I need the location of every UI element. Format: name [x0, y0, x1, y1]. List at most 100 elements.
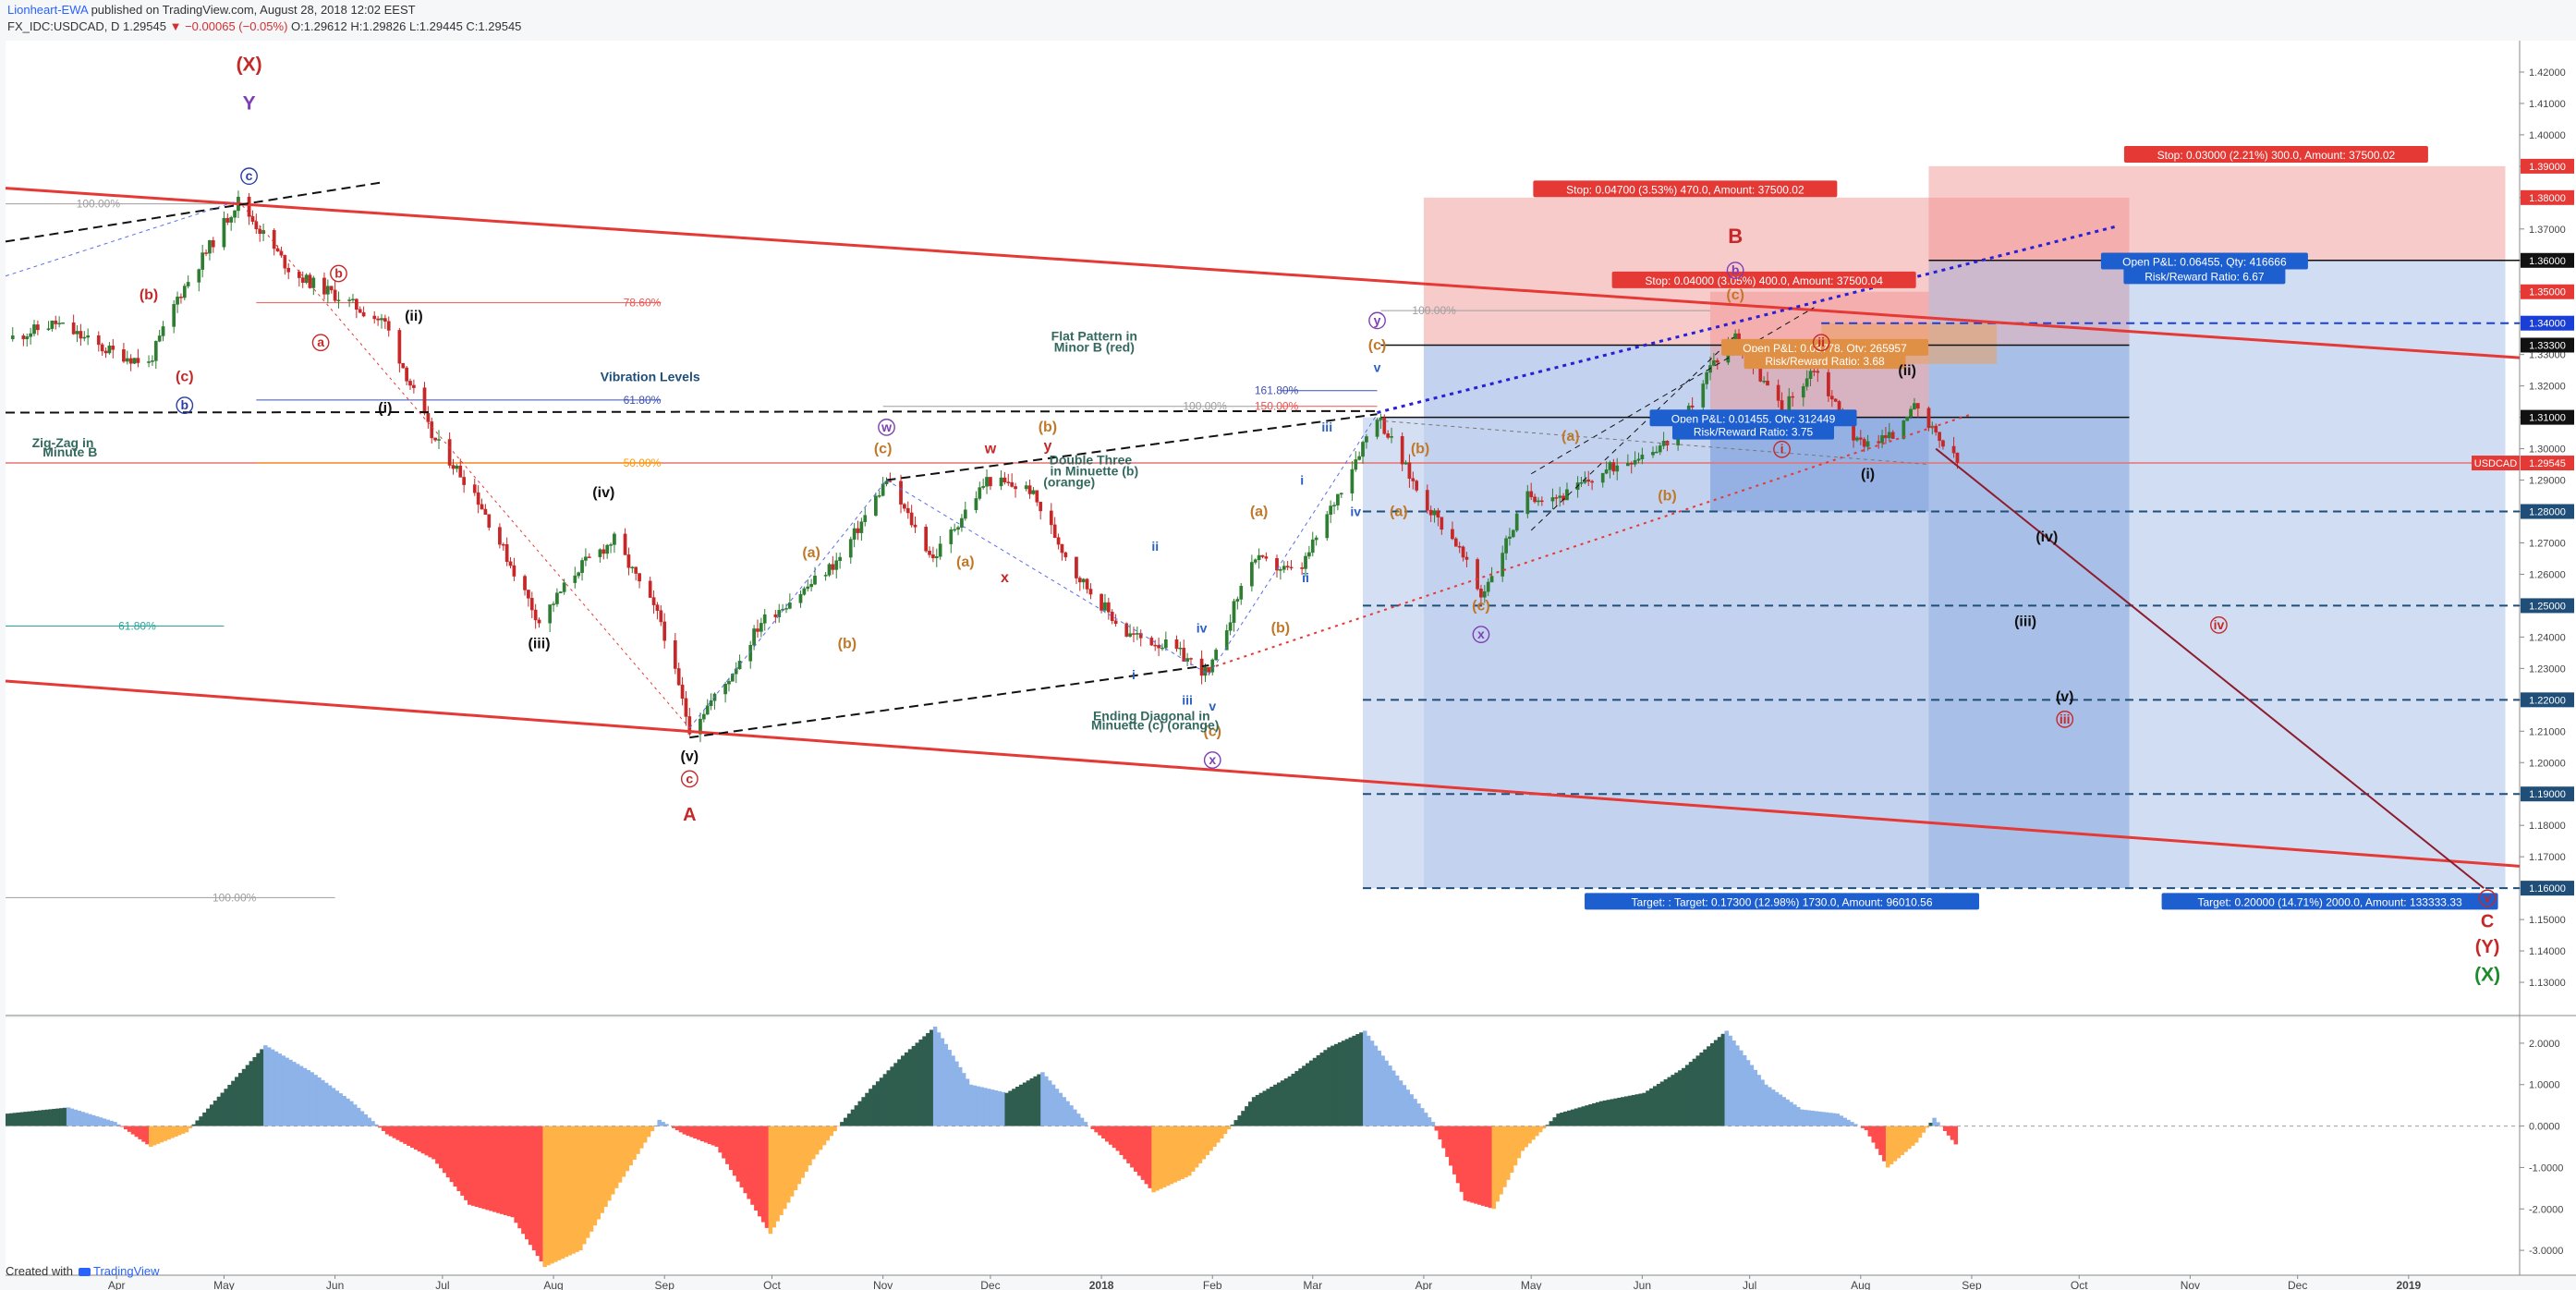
wave-label-circle	[1368, 311, 1386, 330]
oscillator-bar	[1756, 1075, 1761, 1126]
price-axis-tag-label: 1.22000	[2529, 695, 2566, 706]
oscillator-bar	[1062, 1097, 1066, 1126]
oscillator-bar	[1398, 1080, 1403, 1126]
oscillator-bar	[1581, 1106, 1586, 1126]
wave-label: (c)	[1203, 724, 1221, 739]
candle-body	[476, 492, 480, 505]
wave-label-circle	[2210, 616, 2228, 634]
oscillator-bar	[1201, 1126, 1207, 1160]
oscillator-bar	[435, 1126, 440, 1164]
candle-body	[1762, 381, 1766, 383]
candle-body	[151, 360, 154, 362]
oscillator-bar	[1839, 1115, 1844, 1126]
oscillator-bar	[88, 1114, 92, 1126]
oscillator-bar	[1867, 1126, 1873, 1137]
wave-label: (c)	[874, 442, 893, 457]
oscillator-bar	[474, 1126, 480, 1208]
candle-body	[1282, 566, 1286, 570]
candle-body	[1253, 559, 1258, 563]
oscillator-bar	[879, 1077, 884, 1126]
candle-body	[1085, 578, 1089, 590]
oscillator-bar	[1044, 1076, 1049, 1126]
oscillator-bar	[671, 1126, 676, 1128]
candle-body	[752, 628, 756, 646]
candle-body	[527, 590, 530, 599]
oscillator-bar	[273, 1051, 279, 1126]
oscillator-bar	[575, 1126, 579, 1252]
oscillator-bar	[1373, 1045, 1379, 1126]
oscillator-bar	[531, 1126, 537, 1251]
oscillator-bar	[388, 1126, 394, 1137]
candle-body	[1174, 639, 1179, 650]
wave-label: b	[334, 265, 343, 280]
oscillator-bar	[1799, 1109, 1804, 1126]
candle-body	[533, 609, 538, 621]
candle-body	[1135, 633, 1139, 635]
oscillator-bar	[1344, 1039, 1350, 1126]
oscillator-bar	[1480, 1126, 1486, 1206]
wave-label: (X)	[2474, 964, 2500, 985]
oscillator-bar	[800, 1126, 805, 1178]
price-pane[interactable]	[6, 41, 2520, 1014]
candle-body	[712, 693, 717, 701]
price-axis-label: 1.40000	[2529, 130, 2566, 141]
wave-label: (orange)	[1043, 474, 1095, 489]
oscillator-bar	[1914, 1126, 1919, 1143]
oscillator-bar	[367, 1117, 371, 1126]
oscillator-bar	[1574, 1108, 1579, 1126]
oscillator-bar	[417, 1126, 422, 1152]
candle-body	[1329, 505, 1332, 515]
candle-body	[128, 358, 133, 364]
oscillator-bar	[1717, 1037, 1722, 1126]
oscillator-bar	[420, 1126, 426, 1154]
oscillator-bar	[1846, 1119, 1851, 1126]
oscillator-bar	[1341, 1041, 1346, 1126]
oscillator-bar	[1388, 1065, 1392, 1126]
oscillator-bar	[1090, 1126, 1095, 1129]
candle-body	[455, 465, 459, 469]
oscillator-bar	[52, 1108, 56, 1126]
oscillator-bar	[1337, 1042, 1343, 1126]
oscillator-bar	[560, 1126, 565, 1260]
oscillator-bar	[718, 1126, 723, 1153]
trendline	[1377, 420, 1929, 466]
oscillator-bar	[1850, 1122, 1854, 1126]
wave-label: Zig-Zag in	[32, 435, 94, 450]
wave-label: ii	[1302, 570, 1309, 585]
oscillator-bar	[298, 1065, 304, 1126]
candle-body	[1884, 435, 1888, 439]
candle-body	[1339, 493, 1343, 495]
tradingview-link[interactable]: TradingView	[92, 1264, 160, 1278]
candle-body	[1052, 524, 1057, 538]
candle-body	[1077, 578, 1082, 583]
publish-info: published on TradingView.com, August 28,…	[91, 3, 416, 17]
oscillator-bar	[1810, 1110, 1816, 1126]
candle-body	[1002, 477, 1007, 482]
candle-body	[1539, 500, 1544, 503]
trendline	[237, 200, 690, 729]
oscillator-bar	[1753, 1069, 1757, 1126]
author-link[interactable]: Lionheart-EWA	[7, 3, 88, 17]
oscillator-bar	[256, 1053, 261, 1126]
oscillator-bar	[1391, 1070, 1396, 1126]
candle-body	[430, 421, 434, 439]
oscillator-bar	[1083, 1122, 1088, 1126]
candle-body	[1880, 435, 1884, 444]
oscillator-pane[interactable]	[6, 1018, 2520, 1275]
candle-body	[1314, 537, 1318, 541]
oscillator-bar	[460, 1126, 465, 1196]
candle-body	[1325, 514, 1330, 539]
oscillator-bar	[213, 1101, 218, 1126]
candle-body	[1701, 383, 1706, 408]
candle-body	[1554, 497, 1559, 499]
candle-body	[351, 298, 355, 301]
oscillator-bar	[1911, 1126, 1915, 1146]
candle-body	[275, 248, 280, 252]
oscillator-bar	[1484, 1126, 1489, 1208]
oscillator-bar	[846, 1114, 852, 1126]
oscillator-bar	[1925, 1126, 1930, 1128]
oscillator-bar	[170, 1126, 175, 1138]
candle-body	[1310, 539, 1315, 554]
oscillator-bar	[525, 1126, 529, 1240]
